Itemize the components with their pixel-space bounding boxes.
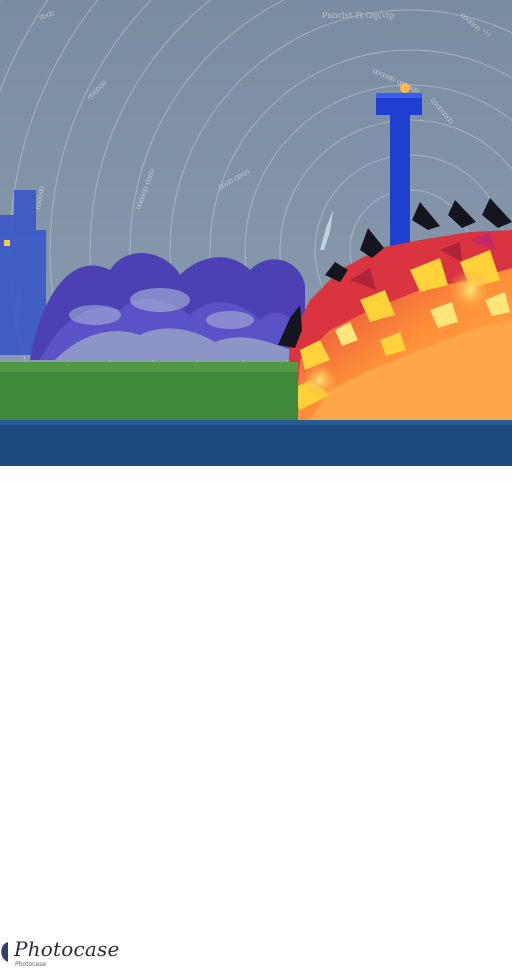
scene-illustration: Pnncist Tt Oqcvip ꝏꝏꝏ ꞋꞋꞋ ꝏꝏꝏ ꝏꝏꝏ ꝏꝏꝏꝏ ꝏ… <box>0 0 512 466</box>
brand-tagline: Photocase <box>15 961 46 968</box>
footer-bar: Photocase Photocase <box>0 466 512 968</box>
brand-name: Photocase <box>14 937 120 961</box>
smoke-wisp <box>320 210 333 250</box>
flying-birds <box>278 198 512 348</box>
blue-tower <box>376 83 422 263</box>
water-strip <box>0 420 512 466</box>
brand-logo-icon <box>1 942 8 962</box>
city-skyline <box>0 190 46 355</box>
caption-text: Pnncist Tt Oqcvip <box>322 11 394 20</box>
svg-text:ꝏꝏꝏ: ꝏꝏꝏ <box>33 185 46 210</box>
purple-clouds <box>30 253 305 360</box>
